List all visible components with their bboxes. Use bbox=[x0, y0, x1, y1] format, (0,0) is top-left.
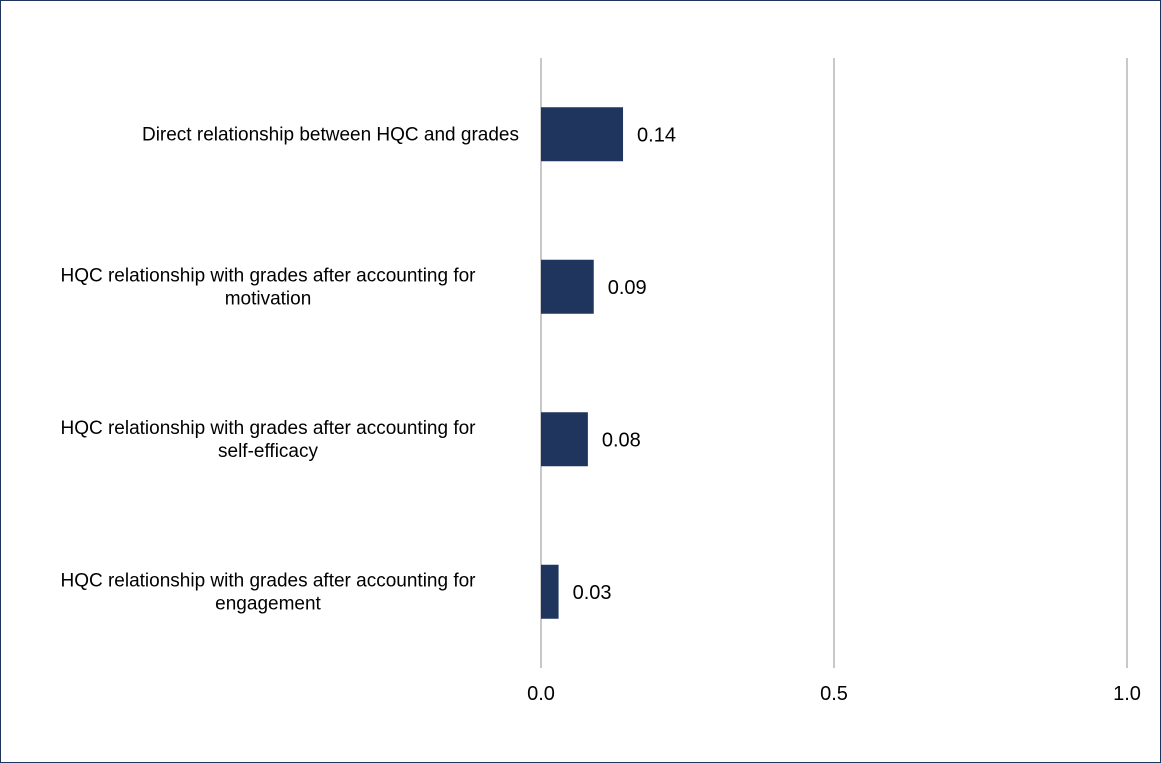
category-label-3: HQC relationship with grades after accou… bbox=[60, 570, 476, 614]
x-tick-label-2: 1.0 bbox=[1113, 683, 1141, 705]
category-label-0: Direct relationship between HQC and grad… bbox=[142, 124, 519, 145]
category-label-line: motivation bbox=[225, 288, 312, 309]
category-label-line: HQC relationship with grades after accou… bbox=[60, 265, 476, 286]
category-label-2: HQC relationship with grades after accou… bbox=[60, 418, 476, 462]
category-label-1: HQC relationship with grades after accou… bbox=[60, 265, 476, 309]
x-tick-label-1: 0.5 bbox=[820, 683, 848, 705]
category-label-line: self-efficacy bbox=[218, 441, 318, 462]
value-label-3: 0.03 bbox=[573, 582, 612, 604]
bar-1 bbox=[541, 259, 594, 314]
value-label-0: 0.14 bbox=[637, 124, 676, 146]
value-label-1: 0.09 bbox=[608, 277, 647, 299]
x-tick-label-0: 0.0 bbox=[527, 683, 555, 705]
category-label-line: Direct relationship between HQC and grad… bbox=[142, 124, 519, 145]
bar-3 bbox=[541, 564, 559, 619]
category-label-line: HQC relationship with grades after accou… bbox=[60, 570, 476, 591]
bar-0 bbox=[541, 107, 624, 162]
category-label-line: HQC relationship with grades after accou… bbox=[60, 418, 476, 439]
category-label-line: engagement bbox=[215, 593, 321, 614]
value-label-2: 0.08 bbox=[602, 429, 641, 451]
bar-2 bbox=[541, 412, 588, 467]
